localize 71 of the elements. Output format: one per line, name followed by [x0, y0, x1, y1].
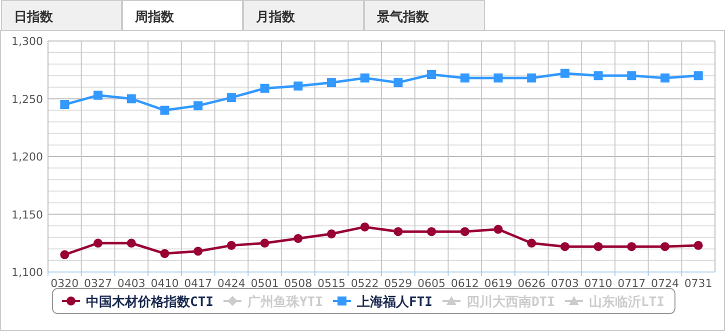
- point: [427, 70, 436, 79]
- point: [94, 238, 103, 248]
- y-tick-label: 1,150: [12, 208, 43, 222]
- x-tick-label: 0626: [518, 277, 546, 290]
- point: [226, 93, 236, 102]
- x-tick-label: 0612: [450, 277, 479, 290]
- point: [194, 246, 203, 256]
- point: [160, 249, 170, 258]
- y-tick-label: 1,200: [12, 150, 43, 164]
- point: [160, 106, 170, 115]
- point: [660, 242, 670, 252]
- x-tick-label: 0710: [584, 277, 612, 290]
- point: [360, 73, 370, 82]
- x-tick-label: 0320: [50, 277, 79, 290]
- x-tick-label: 0529: [384, 277, 412, 290]
- point: [126, 94, 136, 104]
- point: [294, 82, 303, 91]
- point: [226, 240, 236, 250]
- x-tick-label: 0515: [317, 277, 346, 290]
- point: [627, 242, 636, 252]
- legend-label: 中国木材价格指数CTI: [86, 295, 214, 310]
- legend-label: 上海福人FTI: [356, 294, 432, 310]
- tab: 月指数: [243, 0, 364, 31]
- point: [560, 242, 570, 252]
- point: [660, 73, 670, 82]
- point: [294, 234, 303, 244]
- x-tick-label: 0703: [550, 277, 579, 290]
- point: [594, 242, 603, 252]
- point: [260, 84, 270, 93]
- x-tick-label: 0724: [650, 277, 679, 290]
- point: [494, 73, 503, 82]
- x-tick-label: 0501: [250, 277, 279, 290]
- x-tick-label: 0424: [217, 277, 246, 290]
- point: [260, 238, 270, 248]
- point: [194, 101, 203, 110]
- tab: 周指数: [122, 0, 243, 31]
- point: [126, 238, 136, 248]
- point: [360, 222, 370, 232]
- point: [527, 238, 536, 248]
- point: [394, 78, 403, 88]
- x-tick-label: 0508: [284, 277, 312, 290]
- x-tick-label: 0327: [84, 277, 112, 290]
- point: [527, 73, 536, 82]
- point: [560, 68, 570, 78]
- point: [460, 227, 470, 236]
- x-tick-label: 0410: [150, 277, 179, 290]
- x-tick-label: 0522: [350, 277, 379, 290]
- y-tick-label: 1,100: [12, 266, 43, 279]
- point: [427, 227, 436, 236]
- x-tick-label: 0403: [117, 277, 146, 290]
- x-tick-label: 0417: [184, 277, 212, 290]
- y-tick-label: 1,250: [12, 92, 43, 106]
- y-tick-label: 1,300: [12, 35, 43, 48]
- point: [594, 71, 603, 80]
- x-tick-label: 0619: [484, 277, 512, 290]
- point: [94, 90, 103, 100]
- tab: 景气指数: [364, 0, 485, 31]
- tab: 日指数: [1, 0, 122, 31]
- point: [326, 229, 336, 238]
- x-tick-label: 0605: [418, 277, 446, 290]
- point: [627, 71, 636, 80]
- point: [60, 100, 70, 110]
- point: [326, 78, 336, 88]
- point: [494, 224, 503, 234]
- point: [60, 250, 70, 260]
- point: [694, 71, 703, 80]
- x-tick-label: 0731: [684, 277, 712, 290]
- point: [694, 240, 703, 250]
- point: [460, 73, 470, 82]
- point: [394, 227, 403, 236]
- x-tick-label: 0717: [618, 277, 646, 290]
